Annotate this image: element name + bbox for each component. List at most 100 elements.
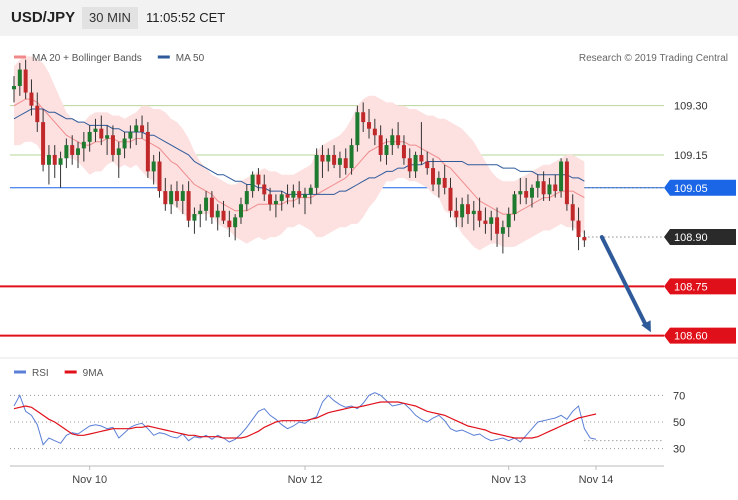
candle-48: [291, 184, 296, 208]
candle-body: [12, 85, 16, 90]
price-label-box: [664, 278, 736, 295]
candle-28: [174, 181, 179, 208]
candle-body: [244, 191, 249, 205]
candle-37: [227, 210, 232, 238]
candle-body: [157, 161, 162, 192]
candle-body: [128, 131, 133, 139]
candle-body: [291, 191, 296, 198]
candle-69: [413, 151, 418, 178]
candle-body: [576, 220, 581, 238]
candle-body: [93, 128, 98, 132]
candle-36: [221, 200, 226, 224]
candle-body: [489, 217, 494, 224]
candle-body: [134, 125, 139, 132]
candle-body: [454, 210, 459, 218]
rsi-legend-label-0: RSI: [32, 368, 49, 379]
candle-body: [221, 210, 226, 221]
candle-10: [70, 135, 75, 165]
candle-21: [134, 118, 139, 146]
candle-body: [87, 131, 92, 142]
candle-45: [273, 194, 278, 218]
candle-body: [17, 69, 22, 86]
forecast-arrow: [599, 235, 651, 333]
candle-body: [35, 105, 40, 123]
candle-14: [93, 118, 98, 142]
candle-74: [442, 164, 447, 195]
candle-51: [308, 184, 313, 205]
candle-80: [477, 197, 482, 228]
candle-body: [500, 227, 505, 234]
candle-75: [448, 177, 453, 218]
candle-61: [367, 108, 372, 139]
timeframe-badge[interactable]: 30 MIN: [82, 7, 138, 29]
candle-body: [110, 135, 115, 155]
candle-body: [460, 204, 465, 218]
rsi-tick-50: 50: [673, 417, 685, 429]
candle-63: [378, 125, 383, 162]
candle-body: [145, 131, 150, 172]
price-label-box: [664, 179, 736, 196]
candle-35: [215, 204, 220, 231]
instrument-title: USD/JPY: [11, 9, 76, 26]
candle-8: [58, 151, 63, 188]
candle-39: [238, 197, 243, 224]
candle-27: [169, 184, 174, 215]
candle-7: [52, 145, 57, 178]
candle-98: [582, 230, 587, 247]
candle-body: [582, 237, 587, 241]
candle-81: [483, 207, 488, 234]
candle-23: [145, 122, 150, 178]
candle-16: [105, 125, 110, 155]
candle-12: [81, 131, 86, 162]
candle-93: [553, 174, 558, 198]
candle-15: [99, 115, 104, 146]
candle-83: [495, 207, 500, 247]
candle-65: [390, 128, 395, 155]
candle-body: [361, 112, 366, 123]
candle-84: [500, 220, 505, 254]
candle-body: [524, 191, 529, 198]
candle-body: [81, 141, 86, 149]
header-bar: USD/JPY 30 MIN 11:05:52 CET: [0, 0, 738, 36]
candle-body: [303, 194, 307, 198]
candle-body: [483, 220, 488, 224]
price-label-0: 109.30: [674, 101, 708, 113]
candle-body: [477, 210, 482, 221]
candle-body: [506, 214, 511, 228]
candle-29: [180, 184, 185, 215]
candle-79: [471, 200, 476, 231]
timestamp: 11:05:52 CET: [146, 10, 226, 25]
candle-body: [431, 168, 436, 185]
candle-72: [431, 158, 436, 192]
candle-11: [76, 141, 81, 169]
candle-body: [326, 154, 331, 162]
candle-6: [46, 145, 51, 185]
candle-body: [76, 148, 81, 155]
candle-55: [332, 145, 337, 169]
candle-76: [454, 197, 459, 228]
candle-body: [256, 174, 261, 185]
candle-body: [105, 135, 110, 139]
candle-body: [198, 210, 203, 215]
candle-77: [460, 197, 465, 228]
legend-label-0: MA 20 + Bollinger Bands: [32, 53, 142, 64]
candle-68: [407, 148, 412, 178]
candle-62: [372, 118, 377, 146]
candle-42: [256, 168, 261, 192]
candle-89: [529, 184, 534, 208]
candle-1: [17, 62, 22, 96]
candle-body: [41, 122, 46, 165]
candle-2: [23, 59, 28, 100]
candle-4: [35, 92, 40, 132]
candle-32: [198, 204, 203, 228]
rsi-tick-70: 70: [673, 390, 685, 402]
candle-body: [390, 135, 395, 146]
candle-31: [192, 207, 197, 234]
candle-85: [506, 207, 511, 238]
candle-body: [268, 194, 273, 205]
candle-95: [564, 158, 569, 211]
candle-body: [209, 197, 214, 218]
candle-body: [46, 154, 51, 165]
candle-body: [570, 204, 575, 221]
candle-body: [314, 154, 319, 188]
